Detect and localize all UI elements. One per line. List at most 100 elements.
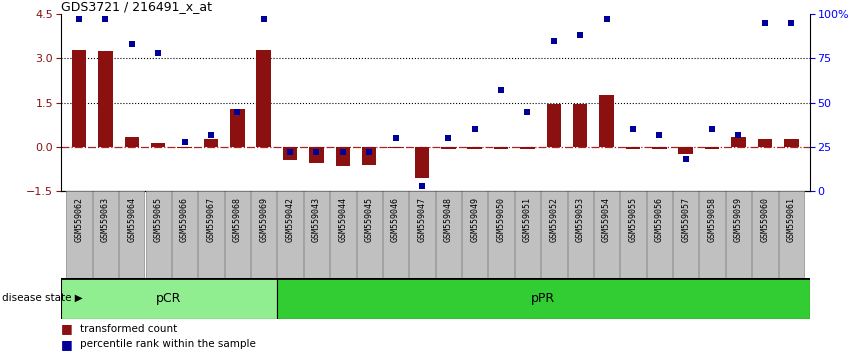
Text: GSM559056: GSM559056 xyxy=(655,197,664,242)
Bar xyxy=(678,147,693,154)
Bar xyxy=(494,147,508,149)
Bar xyxy=(673,191,698,278)
Bar xyxy=(436,191,461,278)
Bar xyxy=(514,191,540,278)
Point xyxy=(204,132,218,137)
Bar xyxy=(330,191,356,278)
Bar xyxy=(753,191,778,278)
Point xyxy=(573,33,587,38)
Point xyxy=(152,50,165,56)
Text: percentile rank within the sample: percentile rank within the sample xyxy=(80,339,255,349)
Bar xyxy=(145,191,171,278)
Text: GSM559058: GSM559058 xyxy=(708,197,717,242)
Bar xyxy=(546,104,561,147)
Text: ■: ■ xyxy=(61,338,73,350)
Text: GSM559065: GSM559065 xyxy=(153,197,163,242)
Bar xyxy=(151,143,165,147)
Point xyxy=(125,41,139,47)
Text: disease state ▶: disease state ▶ xyxy=(2,293,82,303)
Text: GSM559047: GSM559047 xyxy=(417,197,426,242)
Point xyxy=(705,126,719,132)
Text: GSM559067: GSM559067 xyxy=(206,197,216,242)
Point xyxy=(494,87,508,93)
Bar xyxy=(731,137,746,147)
Bar xyxy=(784,139,798,147)
Bar xyxy=(441,147,456,149)
Point xyxy=(758,20,772,26)
Bar xyxy=(415,147,430,178)
Point xyxy=(785,20,798,26)
Point xyxy=(652,132,666,137)
Bar xyxy=(198,191,223,278)
Text: GSM559064: GSM559064 xyxy=(127,197,136,242)
Bar xyxy=(98,51,113,147)
Text: GSM559050: GSM559050 xyxy=(496,197,506,242)
Text: GSM559048: GSM559048 xyxy=(444,197,453,242)
Bar xyxy=(309,147,324,163)
Bar xyxy=(304,191,329,278)
Bar xyxy=(362,147,377,165)
Bar xyxy=(758,139,772,147)
Bar xyxy=(567,191,593,278)
Text: GSM559054: GSM559054 xyxy=(602,197,611,242)
Text: GSM559051: GSM559051 xyxy=(523,197,532,242)
Bar xyxy=(224,191,250,278)
Text: pCR: pCR xyxy=(156,292,182,305)
Point xyxy=(415,183,429,189)
Bar xyxy=(256,50,271,147)
Bar xyxy=(336,147,350,166)
Point xyxy=(520,109,534,114)
Bar xyxy=(204,139,218,147)
Bar xyxy=(178,147,192,148)
Bar xyxy=(61,278,277,319)
Bar xyxy=(652,147,667,149)
Text: GSM559062: GSM559062 xyxy=(74,197,84,242)
Bar xyxy=(705,147,720,149)
Text: GSM559061: GSM559061 xyxy=(786,197,796,242)
Bar xyxy=(383,191,408,278)
Point xyxy=(442,135,456,141)
Bar xyxy=(172,191,197,278)
Point xyxy=(336,149,350,155)
Text: transformed count: transformed count xyxy=(80,324,177,333)
Text: GSM559069: GSM559069 xyxy=(259,197,268,242)
Point xyxy=(679,156,693,162)
Bar xyxy=(72,50,87,147)
Text: GDS3721 / 216491_x_at: GDS3721 / 216491_x_at xyxy=(61,0,211,13)
Text: GSM559049: GSM559049 xyxy=(470,197,479,242)
Point xyxy=(178,139,191,144)
Text: GSM559068: GSM559068 xyxy=(233,197,242,242)
Point xyxy=(309,149,323,155)
Bar xyxy=(230,109,244,147)
Bar xyxy=(520,147,534,149)
Text: GSM559066: GSM559066 xyxy=(180,197,189,242)
Point xyxy=(732,132,746,137)
Text: GSM559044: GSM559044 xyxy=(339,197,347,242)
Point xyxy=(389,135,403,141)
Bar xyxy=(599,95,614,147)
Point xyxy=(257,17,271,22)
Bar xyxy=(488,191,514,278)
Text: GSM559060: GSM559060 xyxy=(760,197,769,242)
Text: GSM559053: GSM559053 xyxy=(576,197,585,242)
Text: ■: ■ xyxy=(61,322,73,335)
Point xyxy=(468,126,481,132)
Text: GSM559055: GSM559055 xyxy=(629,197,637,242)
Point xyxy=(626,126,640,132)
Text: GSM559057: GSM559057 xyxy=(682,197,690,242)
Bar xyxy=(647,191,672,278)
Text: GSM559063: GSM559063 xyxy=(101,197,110,242)
Text: pPR: pPR xyxy=(531,292,555,305)
Bar xyxy=(700,191,725,278)
Bar xyxy=(573,104,587,147)
Point xyxy=(72,17,86,22)
Text: GSM559046: GSM559046 xyxy=(391,197,400,242)
Bar xyxy=(357,191,382,278)
Bar xyxy=(67,191,92,278)
Point xyxy=(283,149,297,155)
Bar xyxy=(541,191,566,278)
Text: GSM559052: GSM559052 xyxy=(549,197,559,242)
Text: GSM559059: GSM559059 xyxy=(734,197,743,242)
Bar xyxy=(120,191,145,278)
Point xyxy=(362,149,376,155)
